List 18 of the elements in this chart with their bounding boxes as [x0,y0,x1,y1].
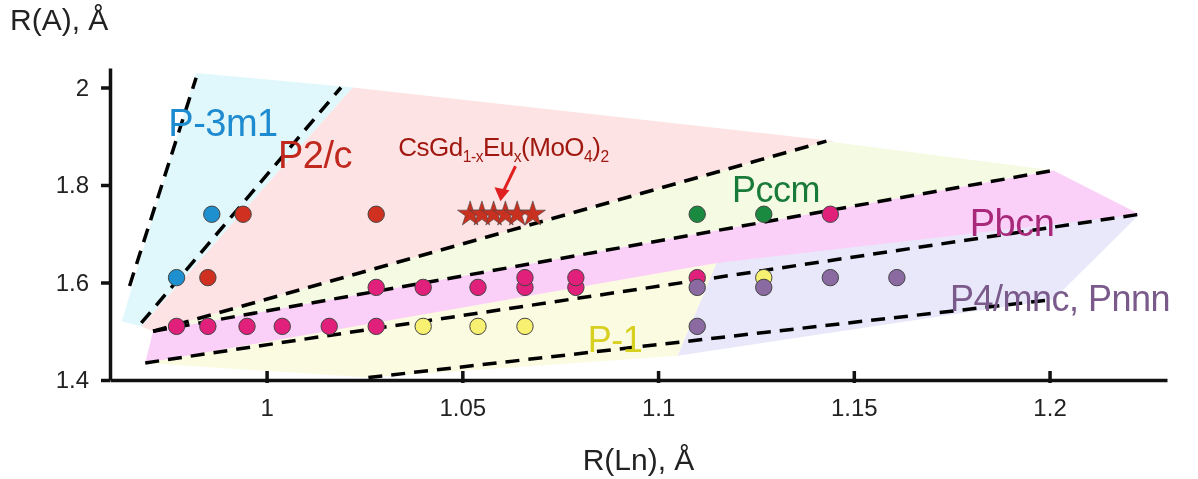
x-tick-label: 1 [260,394,274,422]
x-tick-label: 1.1 [641,394,676,422]
y-tick-label: 1.4 [55,366,89,394]
annotation: P4/mnc, Pnnn [949,277,1171,319]
x-tick-label: 1.15 [830,394,878,422]
y-tick-label: 1.6 [55,268,89,296]
x-axis-title: R(Ln), Å [582,443,695,476]
y-tick-label: 1.8 [55,171,89,199]
annotation: Pccm [732,168,820,210]
annotation: P2/c [277,134,353,177]
x-tick-label: 1.05 [439,394,487,422]
x-tick-label: 1.2 [1033,394,1067,422]
annotation: P-1 [587,318,643,360]
annotation: Pbcn [969,202,1055,245]
y-tick-label: 2 [75,73,89,101]
annotation: P-3m1 [168,102,278,145]
annotation: CsGd$_{1-x}$Eu$_{x}$(MoO$_{4}$)$_{2}$ [398,132,609,165]
y-axis-title: R(A), Å [10,3,109,36]
